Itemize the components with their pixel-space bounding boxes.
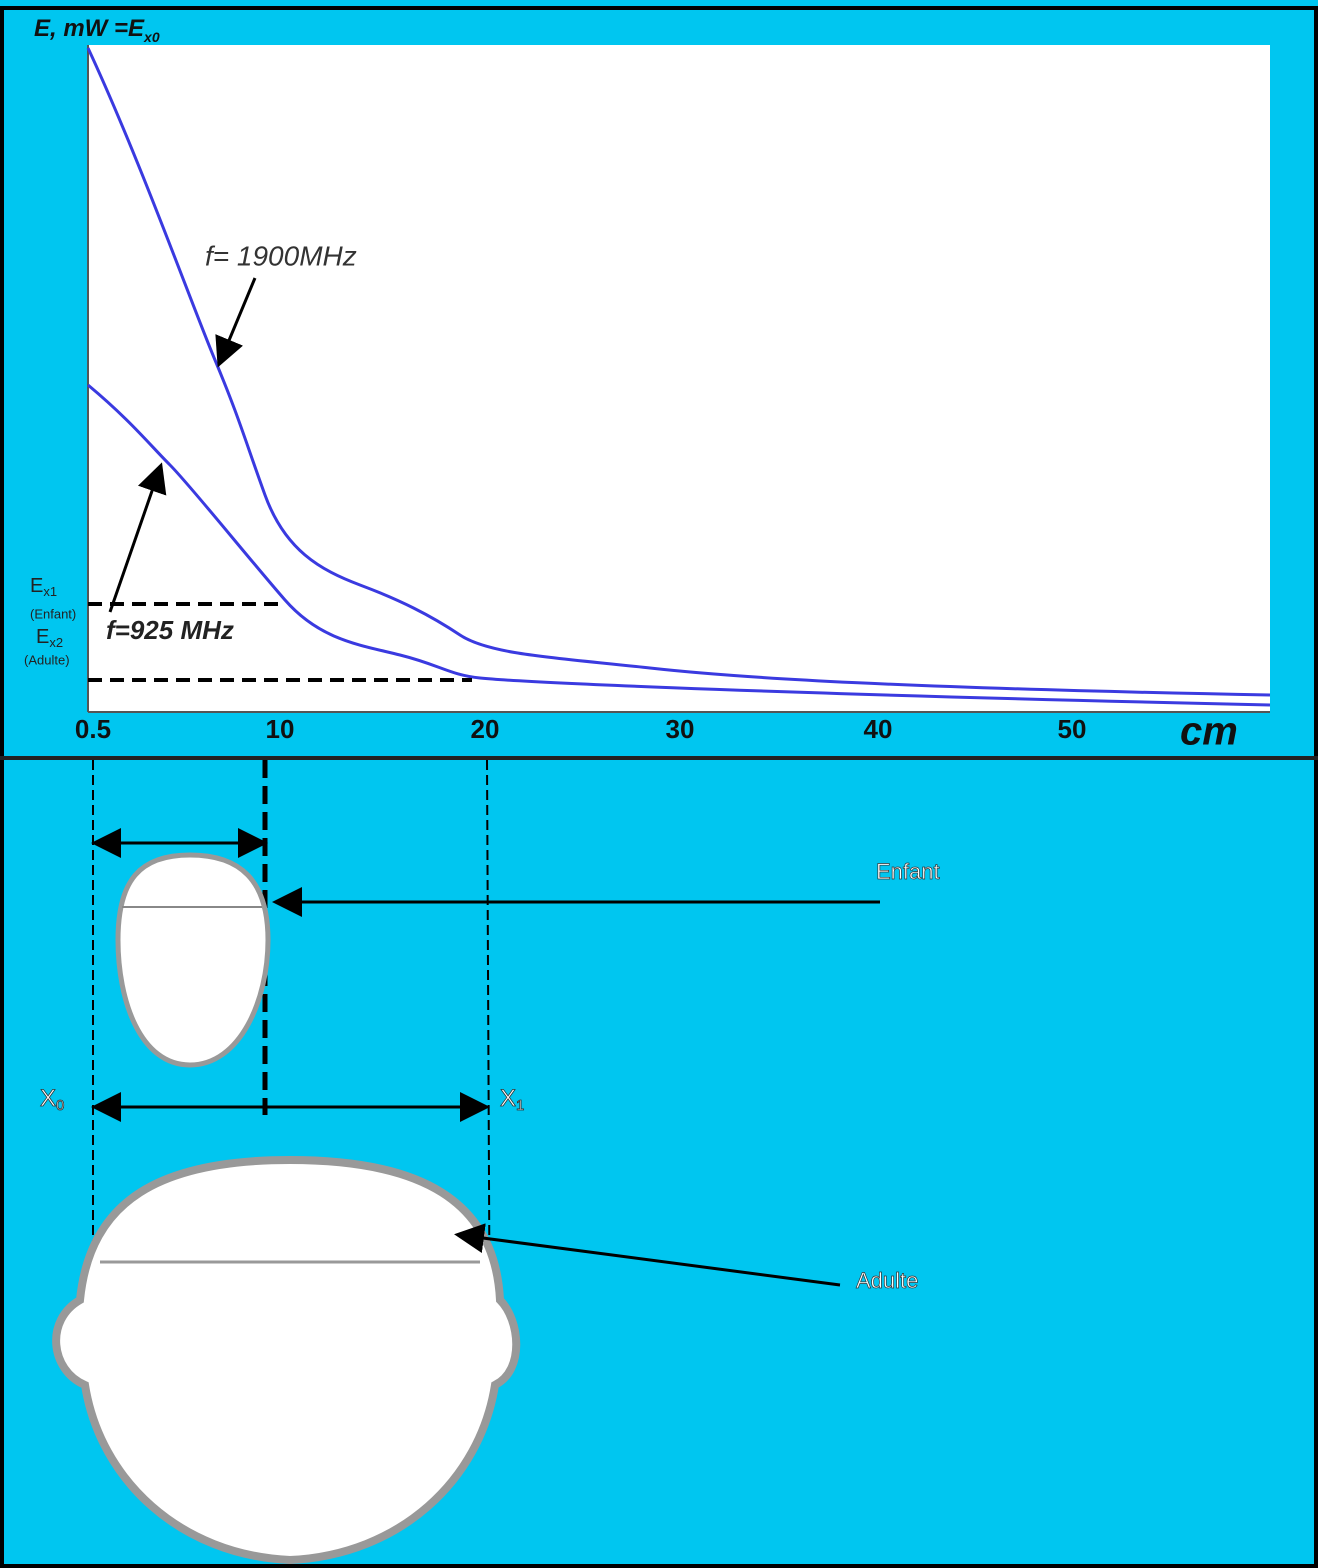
y-label-sub: x0 (143, 29, 160, 45)
arrow (215, 277, 257, 368)
level-text: E (30, 575, 43, 597)
x-tick-label: 40 (864, 714, 893, 744)
curve-label: f= 1900MHz (205, 240, 357, 271)
x-tick-label: 30 (666, 714, 695, 744)
x1-text: X (500, 1085, 516, 1112)
x0-sub: 0 (56, 1097, 64, 1114)
level-label: Ex2 (36, 626, 63, 650)
adult-label: Adulte (856, 1268, 918, 1293)
x0-text: X (40, 1085, 56, 1112)
level-label: Ex1 (30, 575, 57, 599)
curve-1900 (86, 47, 1271, 697)
x-unit: cm (1180, 710, 1238, 754)
x1-sub: 1 (516, 1097, 524, 1114)
frame (0, 6, 1318, 1568)
x0-label: X0 (40, 1085, 64, 1114)
level-note: (Enfant) (30, 606, 76, 621)
level-text: E (36, 626, 49, 648)
arrow (454, 1223, 841, 1287)
level-sub: x2 (49, 635, 63, 650)
y-label-text: E, mW =E (34, 15, 145, 42)
level-sub: x1 (43, 584, 57, 599)
child-label: Enfant (876, 859, 940, 884)
x-tick-label: 0.5 (75, 714, 111, 744)
adult-head (52, 1155, 521, 1565)
y-axis-label: E, mW =Ex0 (34, 15, 160, 44)
child-head (115, 852, 271, 1068)
plot-area (88, 45, 1270, 712)
arrow (108, 462, 167, 613)
x-tick-label: 50 (1058, 714, 1087, 744)
curve-925 (87, 383, 1271, 707)
level-note: (Adulte) (24, 652, 70, 667)
x-tick-label: 20 (471, 714, 500, 744)
curve-label: f=925 MHz (106, 615, 234, 645)
x-tick-label: 10 (266, 714, 295, 744)
x1-label: X1 (500, 1085, 524, 1114)
